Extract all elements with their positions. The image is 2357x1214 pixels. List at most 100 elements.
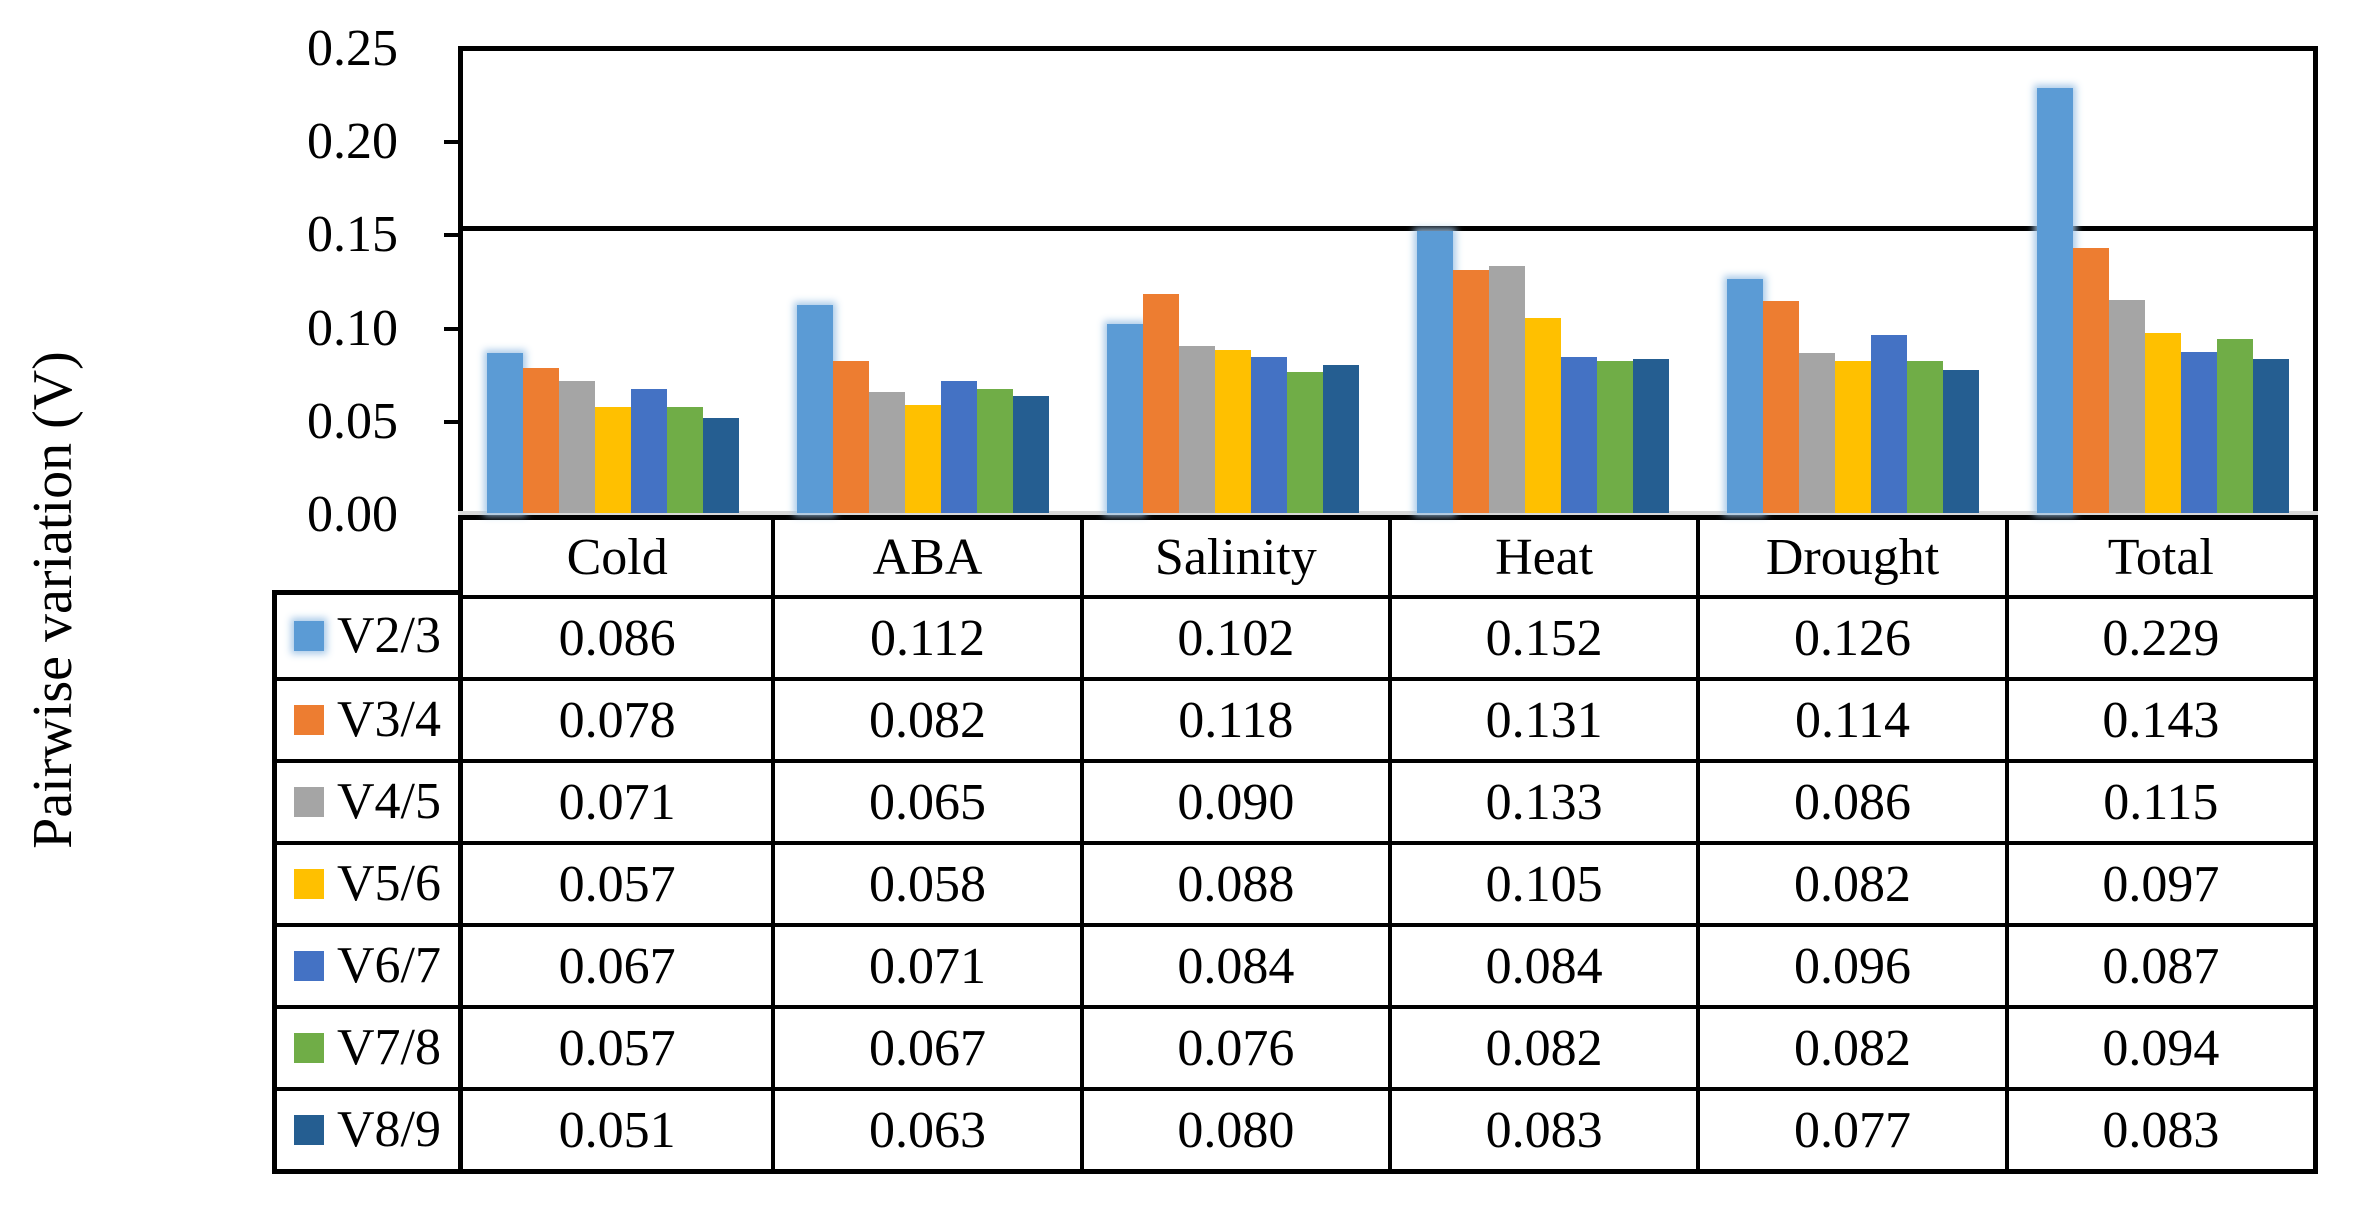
bar: [2253, 359, 2289, 513]
bar: [2181, 352, 2217, 513]
bar: [1763, 301, 1799, 513]
bar: [1597, 361, 1633, 513]
table-cell: 0.084: [1388, 923, 1697, 1005]
legend-item: V5/6: [277, 841, 458, 923]
bar: [703, 418, 739, 513]
legend-color-swatch: [294, 705, 324, 735]
table-cell: 0.067: [463, 923, 772, 1005]
plot-area: [458, 46, 2318, 520]
y-axis-tick-mark: [444, 326, 459, 331]
table-cell: 0.082: [1696, 1005, 2005, 1087]
legend-column: V2/3 V3/4 V4/5 V5/6 V6/7 V7/8 V8/9: [272, 590, 458, 1174]
legend-item: V6/7: [277, 923, 458, 1005]
table-cell: 0.152: [1388, 595, 1697, 677]
bar: [1835, 361, 1871, 513]
y-axis-tick-label: 0.05: [307, 392, 398, 450]
bar: [1107, 324, 1143, 513]
legend-label: V6/7: [337, 937, 441, 994]
bar-group: [1078, 49, 1388, 513]
legend-label: V4/5: [337, 773, 441, 830]
table-cell: 0.131: [1388, 677, 1697, 759]
legend-label: V3/4: [337, 691, 441, 748]
legend-item: V2/3: [277, 595, 458, 677]
table-cell: 0.086: [463, 595, 772, 677]
column-header: Total: [2004, 520, 2313, 595]
bar: [2073, 248, 2109, 513]
bar: [1561, 357, 1597, 513]
bar: [1633, 359, 1669, 513]
legend-item: V7/8: [277, 1005, 458, 1087]
table-cell: 0.090: [1079, 759, 1388, 841]
threshold-line: [458, 226, 2318, 232]
bar-group: [768, 49, 1078, 513]
bar: [1215, 350, 1251, 513]
legend-color-swatch: [294, 951, 324, 981]
bar-group: [1698, 49, 2008, 513]
bar-group: [2008, 49, 2318, 513]
table-cell: 0.118: [1079, 677, 1388, 759]
y-axis-tick-label: 0.00: [307, 486, 398, 543]
table-cell: 0.083: [2004, 1087, 2313, 1169]
legend-item: V8/9: [277, 1087, 458, 1169]
table-cell: 0.065: [771, 759, 1080, 841]
bar: [595, 407, 631, 513]
table-cell: 0.084: [1079, 923, 1388, 1005]
y-axis-title: Pairwise variation (V): [22, 351, 84, 849]
table-cell: 0.096: [1696, 923, 2005, 1005]
bar: [1489, 266, 1525, 513]
column-header: Cold: [566, 529, 668, 586]
bar: [1943, 370, 1979, 513]
bar: [667, 407, 703, 513]
legend-label: V5/6: [337, 855, 441, 912]
table-cell: 0.102: [1079, 595, 1388, 677]
bar: [1727, 279, 1763, 513]
table-cell: 0.063: [771, 1087, 1080, 1169]
bar: [1179, 346, 1215, 513]
legend-label: V2/3: [337, 607, 441, 664]
y-axis-tick-mark: [444, 419, 459, 424]
table-cell: 0.143: [2004, 677, 2313, 759]
table-cell: 0.097: [2004, 841, 2313, 923]
bar: [977, 389, 1013, 513]
table-cell: 0.076: [1079, 1005, 1388, 1087]
table-cell: 0.114: [1696, 677, 2005, 759]
bar: [1417, 231, 1453, 513]
table-cell: 0.051: [463, 1087, 772, 1169]
table-cell: 0.071: [771, 923, 1080, 1005]
table-cell: 0.067: [771, 1005, 1080, 1087]
table-cell: 0.083: [1388, 1087, 1697, 1169]
legend-color-swatch: [294, 1115, 324, 1145]
column-header: ABA: [771, 520, 1079, 595]
legend-item: V4/5: [277, 759, 458, 841]
table-cell: 0.057: [463, 1005, 772, 1087]
bar: [1907, 361, 1943, 513]
bar: [1525, 318, 1561, 513]
table-cell: 0.077: [1696, 1087, 2005, 1169]
bar: [1143, 294, 1179, 513]
table-cell: 0.080: [1079, 1087, 1388, 1169]
bar: [2217, 339, 2253, 513]
table-cell: 0.071: [463, 759, 772, 841]
column-header: Heat: [1388, 520, 1696, 595]
legend-color-swatch: [294, 1033, 324, 1063]
bar: [559, 381, 595, 513]
legend-color-swatch: [294, 869, 324, 899]
bar: [523, 368, 559, 513]
data-table: Cold ABA Salinity Heat Drought Total 0.0…: [458, 515, 2318, 1174]
bar: [1799, 353, 1835, 513]
bar: [2037, 88, 2073, 513]
table-cell: 0.086: [1696, 759, 2005, 841]
y-axis-tick-label: 0.10: [307, 299, 398, 357]
bar: [797, 305, 833, 513]
table-cell: 0.078: [463, 677, 772, 759]
bar: [833, 361, 869, 513]
y-axis-tick-label: 0.20: [307, 113, 398, 171]
x-axis-line: [458, 511, 2318, 515]
bar: [1323, 365, 1359, 513]
legend-label: V7/8: [337, 1019, 441, 1076]
table-cell: 0.126: [1696, 595, 2005, 677]
column-header: Drought: [1696, 520, 2004, 595]
bar: [487, 353, 523, 513]
table-cell: 0.229: [2004, 595, 2313, 677]
